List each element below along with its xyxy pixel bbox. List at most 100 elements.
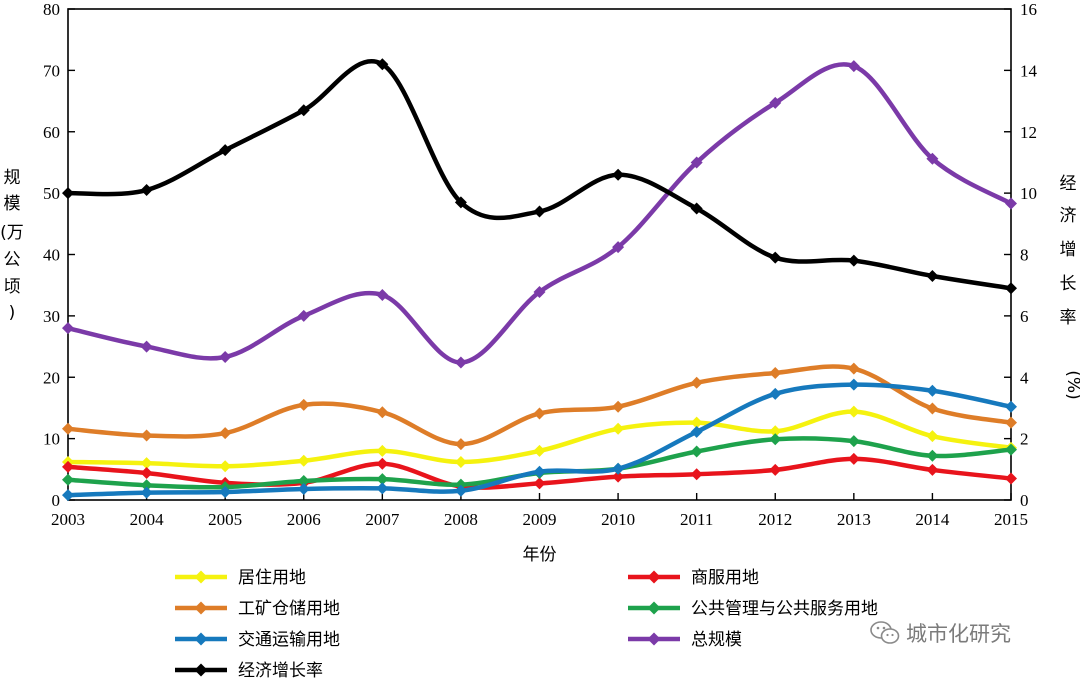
- x-tick-label: 2010: [601, 510, 635, 529]
- data-point: [690, 202, 703, 215]
- data-point: [62, 460, 74, 473]
- y-left-tick-label: 20: [43, 368, 60, 387]
- data-point: [769, 433, 782, 446]
- y-left-tick-label: 60: [43, 123, 60, 142]
- data-point: [140, 340, 153, 353]
- data-point: [297, 474, 310, 487]
- data-point: [1005, 443, 1017, 456]
- data-point: [376, 289, 389, 302]
- y-right-title-char: (%): [1063, 370, 1080, 399]
- legend-item: 公共管理与公共服务用地: [628, 599, 878, 619]
- y-right-tick-label: 10: [1020, 184, 1037, 203]
- series-6: [62, 58, 1017, 295]
- y-left-tick-label: 70: [43, 61, 60, 80]
- legend-swatch-marker: [194, 570, 208, 584]
- data-point: [1005, 472, 1017, 485]
- data-point: [297, 398, 310, 411]
- data-point: [847, 405, 860, 418]
- data-point: [847, 362, 860, 375]
- y-left-title-char: 模: [4, 194, 21, 214]
- series-4: [62, 378, 1017, 502]
- data-point: [376, 406, 389, 419]
- y-right-title-char: 经: [1060, 174, 1077, 194]
- legend-swatch-marker: [194, 632, 208, 646]
- data-point: [376, 444, 389, 457]
- legend-label: 商服用地: [691, 568, 759, 588]
- legend-item: 总规模: [628, 630, 742, 650]
- x-tick-label: 2013: [837, 510, 871, 529]
- data-point: [454, 438, 467, 451]
- data-point: [926, 402, 939, 415]
- y-right-tick-label: 4: [1020, 368, 1029, 387]
- data-point: [219, 460, 232, 473]
- x-tick-label: 2012: [758, 510, 792, 529]
- plot-frame: [67, 8, 1012, 501]
- data-point: [140, 486, 153, 499]
- data-point: [847, 254, 860, 267]
- data-point: [297, 104, 310, 117]
- y-right-tick-label: 2: [1020, 430, 1029, 449]
- watermark: 城市化研究: [870, 618, 1011, 648]
- legend-item: 交通运输用地: [175, 630, 340, 650]
- data-point: [690, 156, 703, 169]
- data-point: [62, 489, 74, 502]
- data-point: [140, 184, 153, 197]
- y-right-title-char: 长: [1060, 274, 1077, 294]
- legend-label: 交通运输用地: [238, 630, 340, 650]
- legend-swatch-marker: [194, 663, 208, 677]
- y-right-tick-label: 14: [1020, 61, 1038, 80]
- legend-item: 经济增长率: [175, 661, 323, 681]
- y-right-tick-label: 6: [1020, 307, 1029, 326]
- data-point: [926, 269, 939, 282]
- data-point: [690, 425, 703, 438]
- y-right-title-char: 增: [1060, 240, 1077, 260]
- data-point: [376, 457, 389, 470]
- x-tick-label: 2007: [365, 510, 400, 529]
- data-point: [140, 457, 153, 470]
- series-5: [62, 60, 1017, 369]
- data-point: [454, 196, 467, 209]
- y-left-title-char: 顷: [4, 277, 21, 297]
- data-point: [376, 58, 389, 71]
- data-point: [926, 449, 939, 462]
- data-point: [219, 350, 232, 363]
- series-line: [65, 364, 1014, 447]
- legend-swatch-marker: [194, 601, 208, 615]
- legend-swatch-marker: [647, 632, 661, 646]
- data-point: [454, 356, 467, 369]
- legend-label: 公共管理与公共服务用地: [691, 599, 878, 619]
- x-tick-label: 2006: [287, 510, 321, 529]
- data-point: [926, 430, 939, 443]
- data-point: [690, 445, 703, 458]
- watermark-text: 城市化研究: [906, 622, 1011, 646]
- x-tick-label: 2015: [994, 510, 1028, 529]
- data-point: [454, 478, 467, 491]
- data-point: [769, 251, 782, 264]
- data-point: [533, 465, 546, 478]
- y-left-title-char: (万: [0, 223, 24, 243]
- data-point: [769, 387, 782, 400]
- data-point: [1005, 400, 1017, 413]
- data-point: [140, 479, 153, 492]
- y-left-title-char: 公: [4, 250, 21, 270]
- y-left-tick-label: 40: [43, 246, 60, 265]
- data-point: [454, 484, 467, 497]
- data-point: [612, 462, 625, 475]
- y-left-tick-label: 50: [43, 184, 60, 203]
- data-point: [1005, 416, 1017, 429]
- data-point: [219, 486, 232, 499]
- data-point: [926, 152, 939, 165]
- series-layer: [62, 58, 1017, 502]
- data-point: [1005, 197, 1017, 210]
- legend-item: 居住用地: [175, 568, 306, 588]
- x-tick-label: 2008: [444, 510, 478, 529]
- data-point: [612, 400, 625, 413]
- x-axis-title: 年份: [523, 545, 557, 565]
- y-right-tick-label: 12: [1020, 123, 1037, 142]
- axes: 2003 2004 2005 2006 2007 2008 2009 2010 2011 2012…: [0, 0, 1080, 565]
- y-left-tick-label: 80: [43, 0, 60, 19]
- x-tick-label: 2009: [523, 510, 557, 529]
- data-point: [769, 366, 782, 379]
